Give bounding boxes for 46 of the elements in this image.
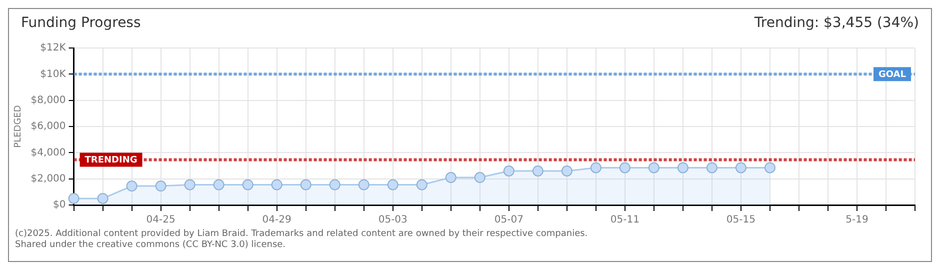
y-tick-label: $2,000 <box>30 173 66 184</box>
point <box>184 179 196 190</box>
point <box>677 162 688 174</box>
point <box>300 179 312 190</box>
ref-line-label: GOAL <box>878 70 906 80</box>
point <box>358 179 370 190</box>
point <box>561 165 572 176</box>
point <box>764 162 776 174</box>
point <box>416 179 428 190</box>
point <box>68 192 80 204</box>
point <box>329 179 340 190</box>
y-tick-label: $12K <box>40 42 66 54</box>
point <box>735 162 746 174</box>
chart-title: Funding Progress <box>21 15 141 33</box>
point <box>387 179 398 190</box>
point <box>242 179 254 190</box>
point <box>648 162 660 174</box>
point <box>271 179 282 190</box>
point <box>590 162 602 174</box>
y-tick-label: $6,000 <box>30 121 66 132</box>
point <box>155 180 166 192</box>
point <box>532 165 544 176</box>
y-tick-label: $0 <box>53 200 66 211</box>
chart-subtitle: Trending: $3,455 (34%) <box>754 15 919 33</box>
text: (c)2025. Additional content provided by Liam Braid. Trademarks and related content are owned by their respective companies. <box>15 229 589 240</box>
y-tick-label: $8,000 <box>30 94 66 106</box>
y-tick-label: $10K <box>40 68 66 80</box>
point <box>213 179 224 190</box>
x-tick-label: 05-15 <box>726 214 756 226</box>
x-tick-label: 04-25 <box>146 214 176 226</box>
ref-line-label: TRENDING <box>84 156 138 166</box>
x-tick-label: 05-07 <box>494 214 524 226</box>
point <box>126 180 138 192</box>
y-axis-title: PLEDGED <box>14 105 24 148</box>
text: Shared under the creative commons (CC BY-NC 3.0) license. <box>15 240 287 251</box>
point <box>97 192 108 204</box>
x-tick-label: 04-29 <box>262 214 292 226</box>
x-tick-label: 05-11 <box>610 214 640 226</box>
point <box>619 162 630 174</box>
y-tick-label: $4,000 <box>30 147 66 158</box>
point <box>706 162 718 174</box>
point <box>445 172 456 184</box>
point <box>503 165 514 176</box>
point <box>474 172 486 184</box>
x-tick-label: 5-19 <box>846 214 868 226</box>
x-tick-label: 05-03 <box>378 214 408 226</box>
